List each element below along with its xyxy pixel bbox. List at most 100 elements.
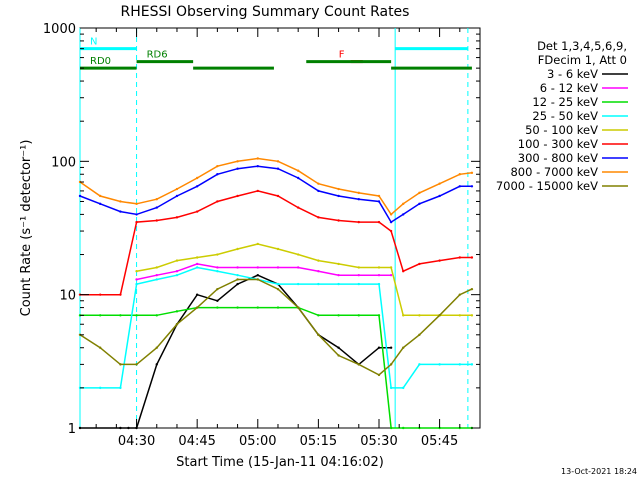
data-point <box>418 333 421 337</box>
data-point <box>99 346 102 349</box>
y-tick-label: 1000 <box>43 22 76 37</box>
data-point <box>175 259 179 262</box>
data-point <box>317 216 320 219</box>
series-line <box>80 266 472 389</box>
series-group <box>78 157 474 430</box>
data-point <box>377 200 381 203</box>
data-point <box>119 363 122 366</box>
data-point <box>402 213 405 216</box>
data-point <box>296 169 300 172</box>
data-point <box>256 278 259 281</box>
y-tick-label: 1 <box>68 422 76 437</box>
data-point <box>276 306 280 309</box>
data-point <box>236 247 239 251</box>
y-tick-label: 10 <box>59 289 76 304</box>
data-point <box>357 363 360 366</box>
data-point <box>119 426 122 430</box>
legend-header-line-2: FDecim 1, Att 0 <box>538 53 627 67</box>
data-point <box>119 293 122 296</box>
data-point <box>402 346 405 349</box>
data-point <box>256 164 259 168</box>
data-point <box>216 164 219 168</box>
data-point <box>195 210 199 213</box>
data-point <box>119 314 122 317</box>
data-point <box>389 273 393 277</box>
data-point <box>155 363 158 366</box>
data-point <box>175 194 179 198</box>
series-line <box>80 306 472 429</box>
data-point <box>337 314 340 317</box>
data-point <box>195 262 199 266</box>
data-point <box>195 306 199 309</box>
data-point <box>135 220 138 224</box>
data-point <box>389 266 393 269</box>
data-point <box>135 202 138 206</box>
data-point <box>236 167 239 170</box>
data-point <box>195 266 199 269</box>
series-line <box>79 165 472 224</box>
series-line <box>136 263 392 281</box>
data-point <box>389 363 393 366</box>
data-point <box>337 354 340 357</box>
data-point <box>337 273 340 277</box>
data-point <box>236 273 239 277</box>
data-point <box>216 266 219 269</box>
data-point <box>195 256 199 259</box>
data-point <box>317 282 320 286</box>
data-point <box>256 189 259 193</box>
legend-header-line-1: Det 1,3,4,5,6,9, <box>537 39 627 53</box>
data-point <box>155 266 158 269</box>
data-point <box>99 386 102 390</box>
data-point <box>99 194 102 198</box>
data-point <box>216 299 219 302</box>
y-axis-label: Count Rate (s⁻¹ detector⁻¹) <box>19 140 34 317</box>
data-point <box>276 266 280 269</box>
data-point <box>175 269 179 273</box>
data-point <box>402 202 405 206</box>
series-line <box>79 278 473 376</box>
x-tick-label: 05:15 <box>300 434 337 449</box>
data-point <box>216 306 219 309</box>
data-point <box>402 314 405 317</box>
plot-frame <box>79 27 481 429</box>
data-point <box>458 173 461 176</box>
data-point <box>389 386 393 390</box>
data-point <box>337 219 340 222</box>
annotation-label: RD0 <box>90 56 111 67</box>
data-point <box>337 262 340 266</box>
data-point <box>296 206 300 209</box>
data-point <box>296 253 300 256</box>
legend-label: 50 - 100 keV <box>525 123 598 137</box>
x-axis: 04:30 04:45 05:00 05:15 05:30 05:45 <box>95 28 461 449</box>
x-tick-label: 04:30 <box>118 434 155 449</box>
data-point <box>135 363 138 366</box>
data-point <box>256 273 259 277</box>
data-point <box>256 266 259 269</box>
legend-label: 100 - 300 keV <box>518 137 598 151</box>
data-point <box>357 191 360 195</box>
data-point <box>470 363 474 366</box>
data-point <box>175 187 179 191</box>
data-point <box>438 363 441 366</box>
data-point <box>236 306 239 309</box>
annotation-label: F <box>339 50 345 61</box>
data-point <box>317 189 320 193</box>
data-point <box>438 314 441 317</box>
data-point <box>256 306 259 309</box>
data-point <box>236 278 239 281</box>
annotation-bars: N F RD0 RD6 <box>79 28 472 428</box>
data-point <box>389 229 393 233</box>
data-point <box>99 202 102 206</box>
footer-date: 13-Oct-2021 18:24 <box>561 467 637 476</box>
data-point <box>377 266 381 269</box>
legend-label: 3 - 6 keV <box>547 67 598 81</box>
series-line <box>136 243 472 317</box>
data-point <box>216 200 219 203</box>
data-point <box>337 194 340 198</box>
data-point <box>155 206 158 209</box>
data-point <box>276 282 280 286</box>
data-point <box>458 314 461 317</box>
data-point <box>389 220 393 224</box>
data-point <box>155 278 158 281</box>
